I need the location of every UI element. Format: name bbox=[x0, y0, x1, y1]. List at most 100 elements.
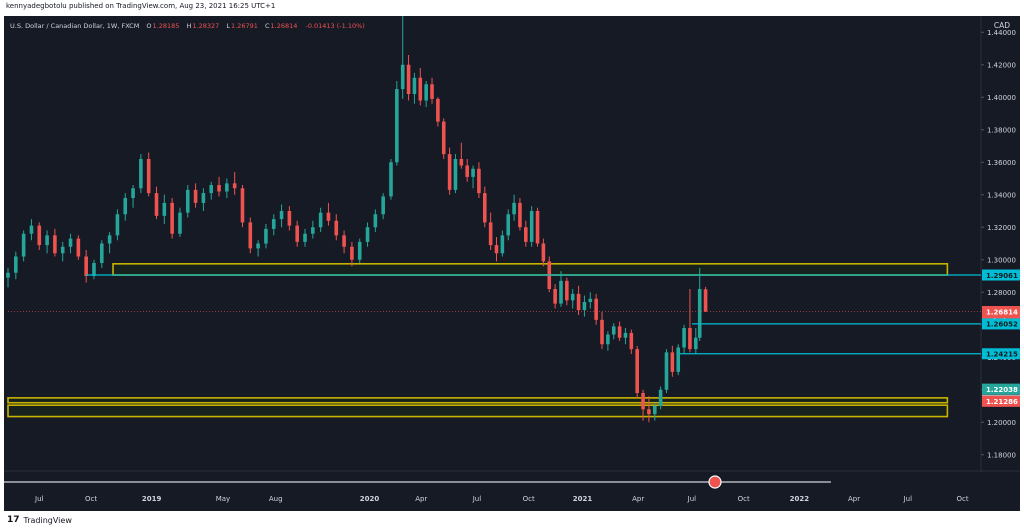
candle-body bbox=[418, 77, 423, 101]
x-tick-label: Jul bbox=[34, 495, 44, 503]
candle-body bbox=[389, 162, 393, 197]
candle-body bbox=[326, 212, 331, 221]
y-tick-label: 1.42000 bbox=[987, 61, 1016, 69]
candle-body bbox=[506, 214, 511, 236]
y-tick-label: 1.28000 bbox=[987, 289, 1016, 297]
candle-body bbox=[240, 188, 245, 223]
candle-body bbox=[146, 159, 151, 194]
y-tick-label: 1.30000 bbox=[987, 256, 1016, 264]
symbol-legend: U.S. Dollar / Canadian Dollar, 1W, FXCM … bbox=[10, 22, 365, 30]
candle-body bbox=[395, 89, 399, 163]
candle-body bbox=[436, 98, 440, 122]
x-tick-label: Jul bbox=[687, 495, 697, 503]
candle-body bbox=[295, 225, 299, 242]
candle-body bbox=[529, 211, 534, 242]
candle-body bbox=[500, 235, 505, 254]
candle-body bbox=[84, 256, 88, 276]
price-axis-background bbox=[981, 16, 1020, 511]
candle-body bbox=[453, 159, 458, 190]
x-tick-label: Oct bbox=[523, 495, 535, 503]
y-tick-label: 1.32000 bbox=[987, 224, 1016, 232]
candle-body bbox=[424, 84, 428, 101]
candle-body bbox=[68, 238, 73, 247]
candle-body bbox=[629, 332, 634, 350]
open-value: 1.28185 bbox=[152, 22, 180, 30]
candle-body bbox=[29, 225, 34, 234]
candle-body bbox=[441, 121, 446, 155]
candle-body bbox=[193, 189, 198, 203]
candle-body bbox=[559, 280, 563, 304]
candle-body bbox=[357, 241, 362, 260]
candle-body bbox=[279, 211, 284, 220]
candle-body bbox=[225, 183, 229, 192]
candle-body bbox=[264, 228, 268, 244]
y-tick-label: 1.36000 bbox=[987, 159, 1016, 167]
candle-body bbox=[107, 235, 112, 244]
candle-body bbox=[334, 220, 339, 236]
candle-body bbox=[623, 332, 628, 338]
y-tick-label: 1.38000 bbox=[987, 126, 1016, 134]
candle-body bbox=[535, 211, 540, 244]
candle-body bbox=[37, 225, 42, 246]
candle-body bbox=[459, 159, 464, 166]
symbol-name: U.S. Dollar / Canadian Dollar, 1W, FXCM bbox=[10, 22, 140, 30]
price-label-box bbox=[982, 269, 1020, 281]
price-label-box bbox=[982, 306, 1020, 318]
price-label-box bbox=[982, 383, 1020, 395]
candle-body bbox=[6, 272, 10, 278]
chart-panel[interactable]: U.S. Dollar / Canadian Dollar, 1W, FXCM … bbox=[4, 16, 1020, 511]
candle-body bbox=[342, 235, 346, 247]
candle-body bbox=[565, 280, 569, 301]
x-tick-label: Jul bbox=[472, 495, 482, 503]
candle-body bbox=[21, 233, 26, 257]
candle-body bbox=[14, 256, 18, 273]
price-label: 1.21286 bbox=[986, 398, 1018, 406]
candle-body bbox=[76, 238, 81, 257]
candle-body bbox=[373, 214, 378, 228]
x-tick-label: Oct bbox=[956, 495, 968, 503]
candle-body bbox=[201, 193, 206, 203]
candle-body bbox=[162, 202, 167, 216]
x-tick-label: Oct bbox=[85, 495, 97, 503]
price-label-box bbox=[982, 348, 1020, 360]
candle-body bbox=[232, 183, 237, 189]
footer-brand: 𝟭𝟳 TradingView bbox=[7, 514, 72, 526]
candle-body bbox=[670, 352, 675, 372]
candle-body bbox=[99, 243, 104, 263]
candle-body bbox=[676, 347, 681, 372]
candle-body bbox=[688, 328, 692, 350]
x-tick-label: Apr bbox=[848, 495, 860, 503]
x-tick-label: Apr bbox=[415, 495, 427, 503]
candle-body bbox=[488, 222, 493, 246]
candle-body bbox=[53, 235, 57, 254]
candle-body bbox=[494, 245, 499, 254]
candle-body bbox=[350, 246, 354, 260]
candle-body bbox=[170, 202, 174, 234]
candle-body bbox=[365, 227, 370, 242]
candle-body bbox=[524, 227, 528, 242]
time-axis-background bbox=[4, 472, 1020, 511]
x-tick-label: 2022 bbox=[790, 495, 810, 503]
y-tick-label: 1.18000 bbox=[987, 451, 1016, 459]
candle-body bbox=[594, 298, 598, 320]
candle-body bbox=[154, 193, 159, 216]
candle-body bbox=[518, 202, 522, 228]
y-tick-label: 1.34000 bbox=[987, 191, 1016, 199]
candle-body bbox=[541, 243, 546, 262]
change-value: -0.01413 (-1.10%) bbox=[305, 22, 365, 30]
candle-body bbox=[570, 293, 575, 301]
low-value: 1.26791 bbox=[230, 22, 258, 30]
candle-body bbox=[406, 64, 411, 94]
candle-body bbox=[303, 233, 307, 242]
candle-body bbox=[641, 393, 645, 410]
candle-body bbox=[600, 319, 604, 345]
candle-body bbox=[400, 64, 405, 90]
y-tick-label: 1.44000 bbox=[987, 29, 1016, 37]
price-label: 1.22038 bbox=[986, 386, 1018, 394]
price-label: 1.26814 bbox=[986, 308, 1018, 316]
candle-body bbox=[697, 289, 702, 338]
price-label: 1.26052 bbox=[986, 321, 1018, 329]
candle-body bbox=[477, 168, 481, 194]
candle-body bbox=[381, 196, 385, 215]
